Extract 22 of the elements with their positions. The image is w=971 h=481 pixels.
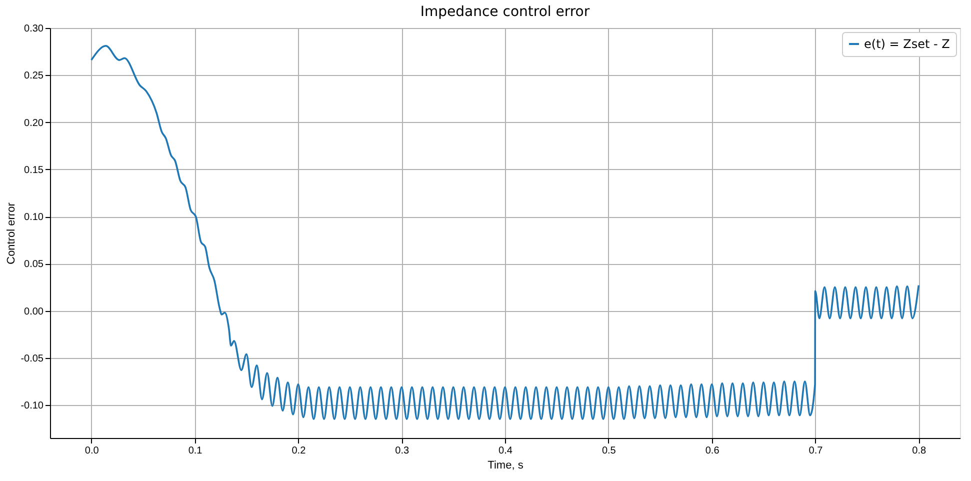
- x-tick-label: 0.2: [292, 446, 306, 456]
- y-tick-label: -0.05: [20, 353, 44, 364]
- y-tick-label: 0.25: [24, 70, 44, 82]
- x-tick-label: 0.1: [188, 446, 203, 456]
- x-tick-label: 0.3: [395, 446, 410, 456]
- x-axis-title: Time, s: [488, 460, 524, 472]
- x-tick-label: 0.7: [808, 446, 824, 456]
- legend-label: e(t) = Zset - Z: [864, 37, 950, 51]
- y-tick-label: 0.10: [24, 212, 44, 224]
- x-tick-label: 0.8: [912, 446, 927, 456]
- x-tick-label: 0.6: [705, 446, 720, 456]
- y-tick-label: -0.10: [20, 400, 44, 412]
- x-tick-label: 0.4: [498, 446, 513, 456]
- y-tick-label: 0.20: [24, 118, 44, 129]
- chart-title: Impedance control error: [420, 4, 590, 20]
- x-tick-label: 0.5: [602, 446, 616, 456]
- y-axis-title: Control error: [6, 202, 18, 264]
- x-tick-label: 0.0: [84, 446, 100, 456]
- y-tick-label: 0.00: [24, 306, 44, 318]
- y-tick-label: 0.15: [24, 164, 44, 176]
- y-tick-label: 0.30: [24, 24, 44, 34]
- y-tick-label: 0.05: [24, 259, 44, 270]
